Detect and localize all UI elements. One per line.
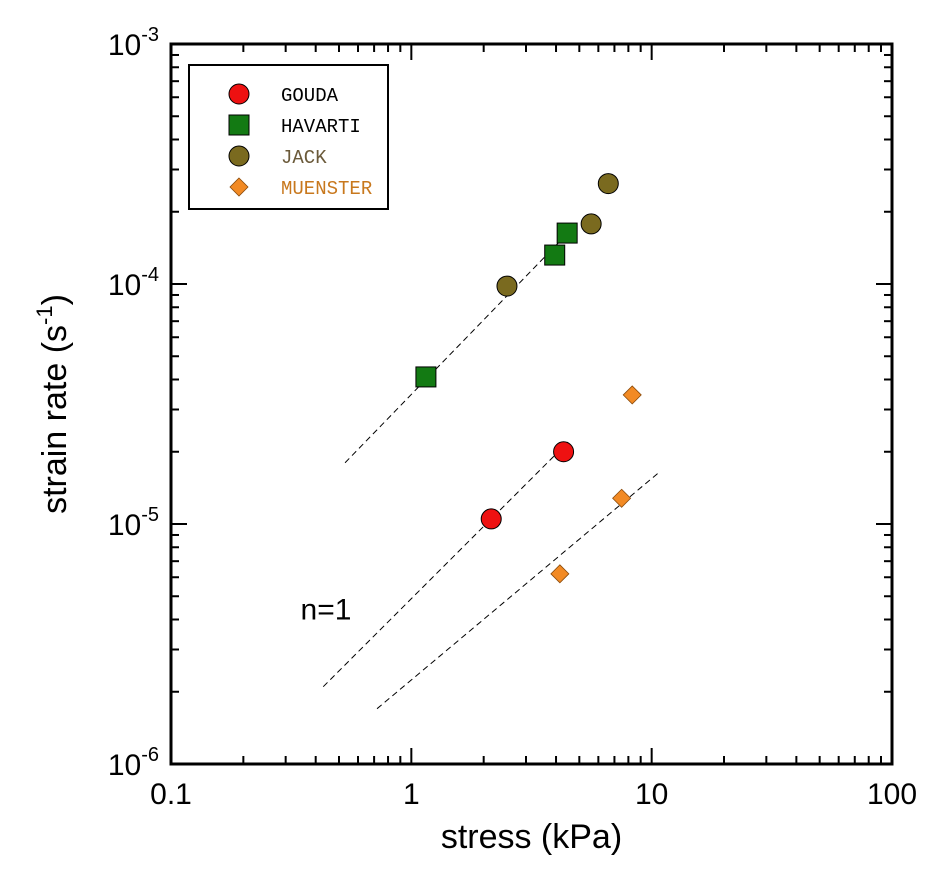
reference-line	[344, 225, 576, 464]
havarti-point	[544, 244, 566, 266]
y-tick-label-base: 10	[108, 509, 141, 542]
x-axis-title: stress (kPa)	[441, 818, 622, 856]
slope-annotation: n=1	[301, 594, 352, 627]
plot-frame	[169, 42, 894, 766]
y-tick-label-exponent: -4	[141, 264, 159, 286]
legend-muenster-marker	[229, 177, 249, 197]
legend-box	[188, 64, 389, 210]
legend-jack-label: JACK	[281, 147, 327, 169]
y-tick-label-base: 10	[108, 749, 141, 782]
legend-gouda-marker	[228, 83, 250, 105]
legend: GOUDA HAVARTI JACK MUENSTER	[188, 64, 389, 210]
havarti-point	[415, 366, 437, 388]
reference-lines	[322, 225, 661, 710]
y-tick-label: 10-3	[108, 24, 159, 62]
jack-point	[580, 213, 602, 235]
gouda-point	[553, 441, 575, 463]
legend-muenster-label: MUENSTER	[281, 178, 372, 200]
muenster-point	[622, 385, 642, 405]
y-axis-title-close: )	[36, 294, 74, 305]
y-axis-title: strain rate (s-1)	[32, 294, 74, 514]
y-tick-label-exponent: -6	[141, 744, 159, 766]
legend-jack-marker	[228, 145, 250, 167]
x-tick-label: 10	[635, 778, 668, 811]
x-tick-label: 0.1	[150, 778, 192, 811]
gouda-point	[480, 508, 502, 530]
x-tick-label: 1	[403, 778, 420, 811]
y-tick-label-exponent: -3	[141, 24, 159, 46]
y-tick-label: 10-5	[108, 504, 159, 542]
havarti-point	[556, 222, 578, 244]
reference-line	[376, 471, 661, 710]
y-tick-label-base: 10	[108, 29, 141, 62]
jack-point	[597, 173, 619, 195]
x-tick-label: 100	[867, 778, 917, 811]
muenster-point	[612, 488, 632, 508]
y-tick-label-base: 10	[108, 269, 141, 302]
legend-havarti-label: HAVARTI	[281, 116, 361, 138]
muenster-point	[550, 564, 570, 584]
y-tick-label-exponent: -5	[141, 504, 159, 526]
jack-point	[496, 275, 518, 297]
y-tick-label: 10-6	[108, 744, 159, 782]
reference-line	[322, 441, 569, 688]
y-tick-label: 10-4	[108, 264, 159, 302]
y-axis-title-exponent: -1	[32, 305, 57, 325]
data-points	[415, 173, 642, 584]
y-axis-title-main: strain rate (s	[36, 325, 74, 514]
legend-havarti-marker	[228, 114, 250, 136]
legend-gouda-label: GOUDA	[281, 85, 339, 107]
